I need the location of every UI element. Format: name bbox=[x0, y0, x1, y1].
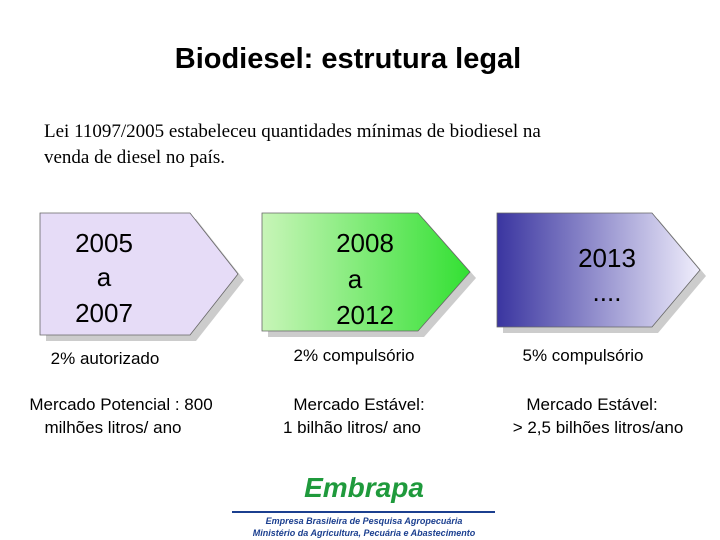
market: Mercado Estável: bbox=[526, 395, 657, 414]
period: .... bbox=[593, 277, 622, 307]
logo-line: Empresa Brasileira de Pesquisa Agropecuá… bbox=[266, 516, 463, 526]
market: Mercado Estável: bbox=[293, 395, 424, 414]
period: 2005 bbox=[75, 228, 133, 258]
title: Biodiesel: estrutura legal bbox=[175, 43, 522, 75]
arrow bbox=[496, 212, 701, 328]
market: 1 bilhão litros/ ano bbox=[283, 418, 421, 437]
status: 2% compulsório bbox=[294, 346, 415, 365]
market: > 2,5 bilhões litros/ano bbox=[513, 418, 684, 437]
period: a bbox=[97, 262, 112, 292]
intro-line: venda de diesel no país. bbox=[44, 147, 225, 168]
status: 2% autorizado bbox=[51, 349, 160, 368]
period: 2008 bbox=[336, 228, 394, 258]
logo-line: Ministério da Agricultura, Pecuária e Ab… bbox=[253, 528, 476, 538]
period: 2012 bbox=[336, 300, 394, 330]
market: Mercado Potencial : 800 bbox=[29, 395, 212, 414]
status: 5% compulsório bbox=[523, 346, 644, 365]
period: a bbox=[348, 264, 363, 294]
intro-line: Lei 11097/2005 estabeleceu quantidades m… bbox=[44, 121, 541, 142]
logo-name: Embrapa bbox=[304, 472, 424, 503]
market: milhões litros/ ano bbox=[44, 418, 181, 437]
period: 2007 bbox=[75, 298, 133, 328]
arrow bbox=[39, 212, 239, 336]
arrow bbox=[261, 212, 471, 332]
period: 2013 bbox=[578, 243, 636, 273]
